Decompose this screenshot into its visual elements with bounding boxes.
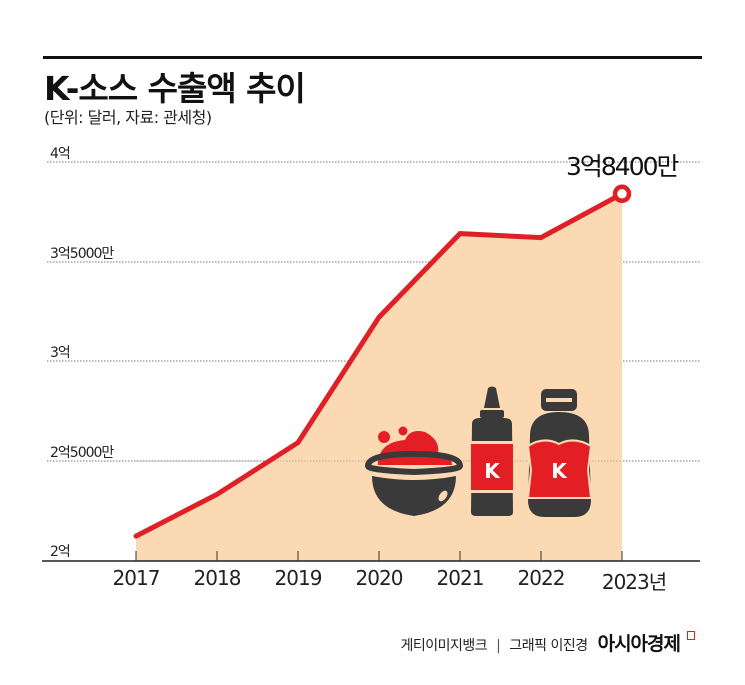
sauce-bowl-icon — [364, 426, 464, 516]
x-tick-label: 2017 — [112, 566, 161, 590]
x-tick-label: 2019 — [274, 566, 323, 590]
photo-credit: 게티이미지뱅크 — [400, 638, 488, 654]
y-tick-label: 2억 — [50, 544, 71, 560]
x-tick-label: 2020 — [355, 566, 404, 590]
x-tick-label: 2022 — [517, 566, 566, 590]
squeeze-bottle-icon: K — [471, 386, 513, 516]
y-tick-label: 3억 — [50, 345, 71, 361]
sauce-jar-icon: K — [526, 389, 593, 517]
footer-credits: 게티이미지뱅크 | 그래픽 이진경 아시아경제 — [400, 629, 695, 656]
x-tick-label: 2023년 — [601, 570, 667, 594]
y-tick-label: 3억5000만 — [50, 246, 114, 262]
graphic-credit: 그래픽 이진경 — [509, 638, 588, 654]
svg-text:K: K — [484, 459, 501, 483]
publisher-logo-mark-icon — [687, 631, 695, 640]
latest-value-callout: 3억8400만 — [566, 152, 680, 181]
y-tick-label: 2억5000만 — [50, 445, 114, 461]
endpoint-marker — [612, 184, 632, 204]
sauce-illustration: K K — [364, 386, 593, 517]
x-axis-ticks — [135, 551, 623, 561]
chart-title: K-소스 수출액 추이 — [44, 69, 306, 108]
chart-subtitle: (단위: 달러, 자료: 관세청) — [44, 108, 212, 127]
x-tick-label: 2018 — [193, 566, 242, 590]
svg-text:K: K — [551, 459, 568, 483]
y-tick-label: 4억 — [50, 146, 71, 162]
x-tick-label: 2021 — [436, 566, 485, 590]
publisher-logo: 아시아경제 — [597, 633, 681, 655]
data-line — [133, 191, 625, 539]
top-rule — [43, 56, 702, 59]
credit-separator: | — [496, 638, 501, 654]
